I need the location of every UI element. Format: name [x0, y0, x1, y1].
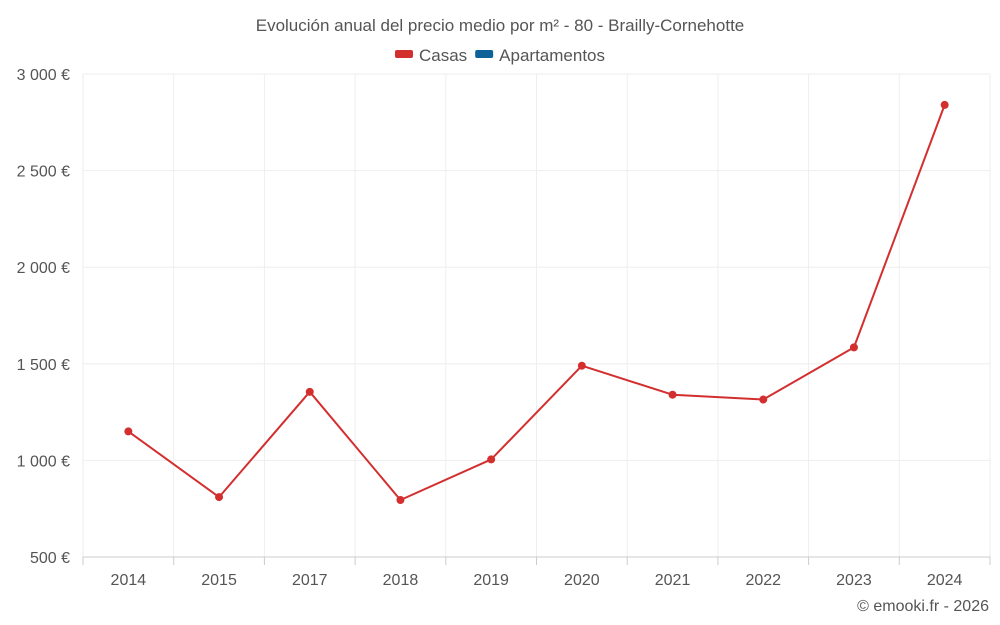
x-tick-label: 2023: [836, 572, 872, 589]
data-point[interactable]: [124, 427, 133, 436]
y-tick-label: 2 500 €: [17, 164, 70, 181]
x-tick-label: 2019: [473, 572, 509, 589]
y-tick-label: 1 500 €: [17, 357, 70, 374]
data-point[interactable]: [759, 395, 768, 404]
data-point[interactable]: [305, 387, 314, 396]
data-point[interactable]: [215, 493, 224, 502]
x-tick-label: 2020: [564, 572, 600, 589]
x-tick-label: 2014: [111, 572, 147, 589]
legend-item-apartamentos[interactable]: Apartamentos: [475, 46, 605, 65]
legend-item-casas[interactable]: Casas: [394, 46, 467, 65]
data-point[interactable]: [396, 496, 405, 505]
legend-label: Apartamentos: [499, 46, 605, 65]
x-tick-label: 2024: [927, 572, 963, 589]
x-tick-label: 2021: [655, 572, 691, 589]
chart-title: Evolución anual del precio medio por m² …: [256, 16, 745, 35]
data-point[interactable]: [577, 361, 586, 370]
grid: [82, 73, 991, 558]
legend-label: Casas: [419, 46, 467, 65]
data-point[interactable]: [487, 455, 496, 464]
series-line-casas: [127, 104, 946, 502]
legend-swatch: [394, 50, 413, 58]
data-point[interactable]: [668, 390, 677, 399]
y-tick-label: 500 €: [30, 550, 70, 567]
x-tick-label: 2022: [745, 572, 781, 589]
x-tick-label: 2015: [201, 572, 237, 589]
series-layer: [124, 100, 949, 505]
data-point[interactable]: [849, 343, 858, 352]
y-tick-label: 2 000 €: [17, 260, 70, 277]
legend: Casas Apartamentos: [394, 46, 605, 65]
x-tick-label: 2018: [383, 572, 419, 589]
data-point[interactable]: [940, 100, 949, 109]
x-axis: 2014 2015 2017 2018 2019 2020 2021 2022 2023 2024: [82, 556, 991, 589]
credit-text: © emooki.fr - 2026: [857, 598, 989, 615]
y-tick-label: 3 000 €: [17, 67, 70, 84]
legend-swatch: [475, 50, 494, 58]
y-axis: 500 € 1 000 € 1 500 € 2 000 € 2 500 € 3 000 €: [17, 67, 70, 567]
y-tick-label: 1 000 €: [17, 453, 70, 470]
x-tick-label: 2017: [292, 572, 328, 589]
